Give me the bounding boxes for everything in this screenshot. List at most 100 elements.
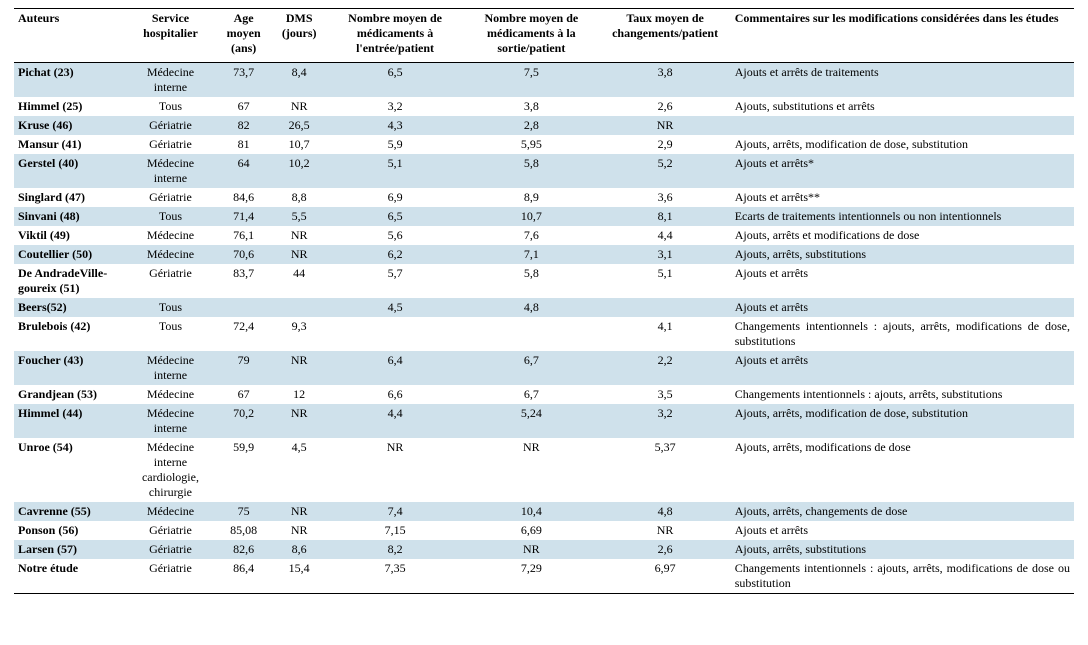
cell-comment: Ajouts, arrêts et modifications de dose — [731, 226, 1074, 245]
cell-service: Gériatrie — [125, 521, 216, 540]
cell-taux: 2,9 — [599, 135, 730, 154]
cell-dms: 12 — [271, 385, 327, 404]
table-row: Ponson (56)Gériatrie85,08NR7,156,69NRAjo… — [14, 521, 1074, 540]
cell-entree: 5,1 — [327, 154, 463, 188]
cell-comment: Changements intentionnels : ajouts, arrê… — [731, 559, 1074, 594]
col-header-sortie: Nombre moyen de médicaments à la sortie/… — [463, 9, 599, 63]
cell-comment: Ajouts et arrêts — [731, 351, 1074, 385]
cell-dms: 8,8 — [271, 188, 327, 207]
cell-author: Coutellier (50) — [14, 245, 125, 264]
cell-age: 64 — [216, 154, 272, 188]
cell-service: Tous — [125, 298, 216, 317]
cell-age: 82 — [216, 116, 272, 135]
col-header-age: Age moyen (ans) — [216, 9, 272, 63]
cell-sortie: 8,9 — [463, 188, 599, 207]
cell-entree — [327, 317, 463, 351]
table-row: Singlard (47)Gériatrie84,68,86,98,93,6Aj… — [14, 188, 1074, 207]
cell-comment: Ecarts de traitements intentionnels ou n… — [731, 207, 1074, 226]
cell-service: Gériatrie — [125, 559, 216, 594]
cell-taux — [599, 298, 730, 317]
table-row: Notre étudeGériatrie86,415,47,357,296,97… — [14, 559, 1074, 594]
cell-dms — [271, 298, 327, 317]
cell-service: Gériatrie — [125, 540, 216, 559]
table-row: Brulebois (42)Tous72,49,34,1Changements … — [14, 317, 1074, 351]
cell-author: Beers(52) — [14, 298, 125, 317]
cell-comment: Ajouts et arrêts* — [731, 154, 1074, 188]
cell-taux: 8,1 — [599, 207, 730, 226]
cell-dms: NR — [271, 351, 327, 385]
cell-sortie: 7,29 — [463, 559, 599, 594]
cell-author: Unroe (54) — [14, 438, 125, 502]
cell-entree: 4,5 — [327, 298, 463, 317]
cell-sortie: 6,69 — [463, 521, 599, 540]
cell-author: Viktil (49) — [14, 226, 125, 245]
cell-service: Gériatrie — [125, 264, 216, 298]
cell-taux: 3,5 — [599, 385, 730, 404]
table-row: Himmel (44)Médecine interne70,2NR4,45,24… — [14, 404, 1074, 438]
table-row: Himmel (25)Tous67NR3,23,82,6Ajouts, subs… — [14, 97, 1074, 116]
cell-author: Grandjean (53) — [14, 385, 125, 404]
col-header-commentaires: Commentaires sur les modifications consi… — [731, 9, 1074, 63]
cell-dms: NR — [271, 521, 327, 540]
cell-dms: NR — [271, 245, 327, 264]
cell-author: Gerstel (40) — [14, 154, 125, 188]
cell-comment: Ajouts, arrêts, modification de dose, su… — [731, 404, 1074, 438]
cell-sortie: 3,8 — [463, 97, 599, 116]
cell-taux: 4,1 — [599, 317, 730, 351]
cell-taux: 3,8 — [599, 63, 730, 98]
cell-taux: 5,37 — [599, 438, 730, 502]
table-header-row: Auteurs Service hospitalier Age moyen (a… — [14, 9, 1074, 63]
cell-author: Himmel (25) — [14, 97, 125, 116]
cell-entree: 6,9 — [327, 188, 463, 207]
table-body: Pichat (23)Médecine interne73,78,46,57,5… — [14, 63, 1074, 594]
table-row: Coutellier (50)Médecine70,6NR6,27,13,1Aj… — [14, 245, 1074, 264]
cell-age: 70,2 — [216, 404, 272, 438]
cell-age: 67 — [216, 385, 272, 404]
cell-entree: 3,2 — [327, 97, 463, 116]
cell-taux: NR — [599, 116, 730, 135]
cell-service: Gériatrie — [125, 188, 216, 207]
cell-comment: Ajouts, arrêts, modifications de dose — [731, 438, 1074, 502]
col-header-dms: DMS (jours) — [271, 9, 327, 63]
table-row: Pichat (23)Médecine interne73,78,46,57,5… — [14, 63, 1074, 98]
cell-service: Médecine — [125, 226, 216, 245]
cell-age: 67 — [216, 97, 272, 116]
cell-entree: 8,2 — [327, 540, 463, 559]
cell-author: Foucher (43) — [14, 351, 125, 385]
cell-taux: 2,6 — [599, 540, 730, 559]
cell-sortie: 6,7 — [463, 351, 599, 385]
cell-author: Cavrenne (55) — [14, 502, 125, 521]
cell-sortie: 5,24 — [463, 404, 599, 438]
cell-taux: 2,6 — [599, 97, 730, 116]
cell-entree: 5,7 — [327, 264, 463, 298]
cell-sortie: 7,1 — [463, 245, 599, 264]
cell-taux: 2,2 — [599, 351, 730, 385]
cell-entree: 7,4 — [327, 502, 463, 521]
cell-dms: 10,7 — [271, 135, 327, 154]
cell-service: Gériatrie — [125, 116, 216, 135]
table-row: Larsen (57)Gériatrie82,68,68,2NR2,6Ajout… — [14, 540, 1074, 559]
medication-changes-table: Auteurs Service hospitalier Age moyen (a… — [14, 8, 1074, 594]
cell-author: Pichat (23) — [14, 63, 125, 98]
cell-comment: Ajouts et arrêts de traitements — [731, 63, 1074, 98]
cell-age: 72,4 — [216, 317, 272, 351]
table-row: Mansur (41)Gériatrie8110,75,95,952,9Ajou… — [14, 135, 1074, 154]
cell-entree: NR — [327, 438, 463, 502]
cell-author: Mansur (41) — [14, 135, 125, 154]
cell-author: Brulebois (42) — [14, 317, 125, 351]
cell-taux: 4,8 — [599, 502, 730, 521]
cell-dms: NR — [271, 97, 327, 116]
cell-sortie: 2,8 — [463, 116, 599, 135]
cell-dms: 8,4 — [271, 63, 327, 98]
cell-taux: 5,1 — [599, 264, 730, 298]
cell-dms: 9,3 — [271, 317, 327, 351]
cell-entree: 6,4 — [327, 351, 463, 385]
cell-age: 75 — [216, 502, 272, 521]
cell-entree: 6,5 — [327, 63, 463, 98]
cell-sortie: NR — [463, 438, 599, 502]
cell-service: Gériatrie — [125, 135, 216, 154]
cell-comment: Changements intentionnels : ajouts, arrê… — [731, 385, 1074, 404]
table-row: Sinvani (48)Tous71,45,56,510,78,1Ecarts … — [14, 207, 1074, 226]
table-row: Grandjean (53)Médecine67126,66,73,5Chang… — [14, 385, 1074, 404]
cell-service: Médecine interne — [125, 154, 216, 188]
